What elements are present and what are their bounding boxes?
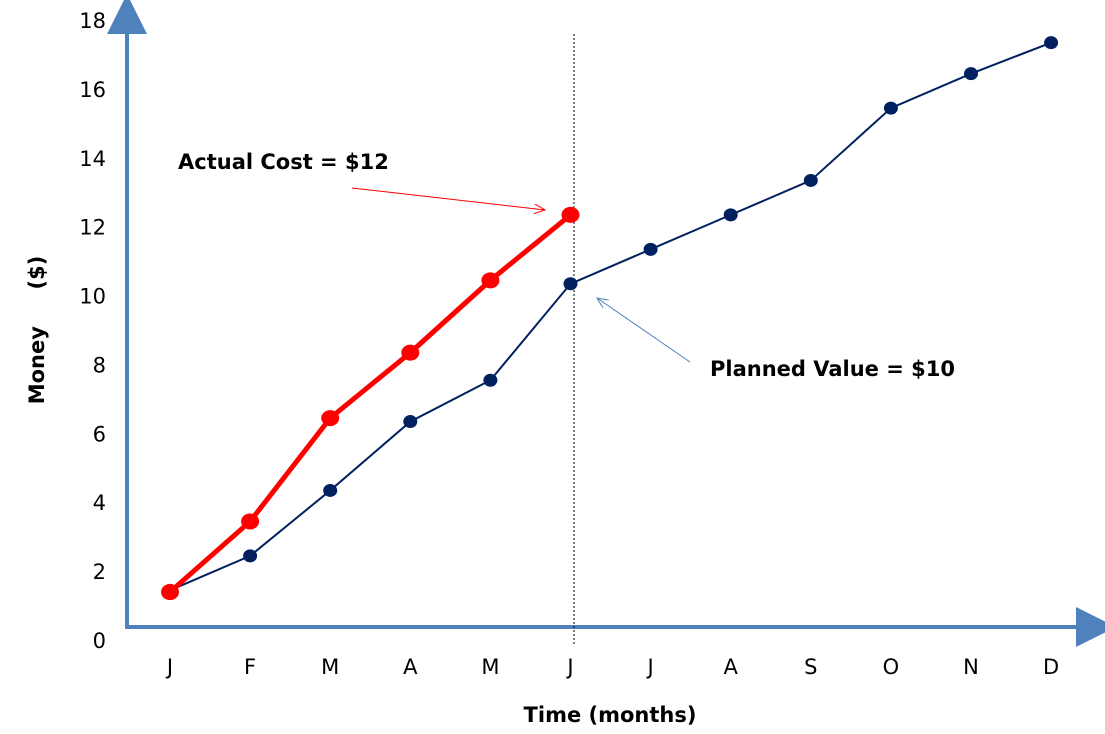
- x-tick-label: J: [645, 655, 653, 679]
- x-tick-label: A: [724, 655, 739, 679]
- y-tick-label: 18: [79, 9, 106, 33]
- x-tick-label: J: [565, 655, 573, 679]
- x-tick-label: O: [883, 655, 900, 679]
- x-tick-label: J: [165, 655, 173, 679]
- y-tick-label: 16: [79, 78, 106, 102]
- data-point: [483, 373, 498, 387]
- y-tick-label: 2: [93, 560, 106, 584]
- y-tick-label: 6: [93, 422, 106, 446]
- data-point: [563, 277, 578, 291]
- y-tick-label: 4: [93, 491, 106, 515]
- y-tick-label: 0: [93, 629, 106, 653]
- x-tick-label: A: [403, 655, 418, 679]
- data-point: [481, 272, 500, 289]
- data-point: [161, 584, 179, 601]
- annotation: Planned Value = $10: [710, 357, 955, 381]
- data-point: [403, 415, 418, 429]
- x-tick-label: M: [321, 655, 339, 679]
- data-point: [1044, 36, 1059, 50]
- series-line: [168, 212, 573, 594]
- x-tick-label: N: [963, 655, 979, 679]
- y-tick-label: 12: [79, 216, 106, 240]
- data-point: [964, 67, 978, 81]
- data-point: [321, 410, 340, 427]
- x-axis-label: Time (months): [524, 703, 697, 727]
- annotation: Actual Cost = $12: [178, 150, 389, 174]
- data-point: [883, 101, 898, 115]
- x-tick-label: F: [244, 655, 256, 679]
- annotation-arrow: [351, 187, 545, 210]
- data-point: [401, 344, 420, 361]
- data-point: [723, 208, 738, 222]
- data-point: [803, 173, 818, 187]
- y-tick-label: 8: [93, 353, 106, 377]
- y-axis-label: Money ($): [25, 256, 49, 405]
- data-point: [561, 206, 580, 223]
- x-tick-label: D: [1043, 655, 1059, 679]
- data-point: [241, 513, 260, 530]
- y-tick-label: 14: [79, 147, 106, 171]
- x-tick-label: S: [804, 655, 817, 679]
- data-point: [243, 549, 258, 563]
- data-point: [643, 242, 658, 256]
- y-tick-label: 10: [79, 285, 106, 309]
- x-tick-label: M: [481, 655, 499, 679]
- series-line: [169, 41, 1052, 592]
- data-point: [323, 483, 338, 497]
- annotation-arrow: [597, 298, 691, 363]
